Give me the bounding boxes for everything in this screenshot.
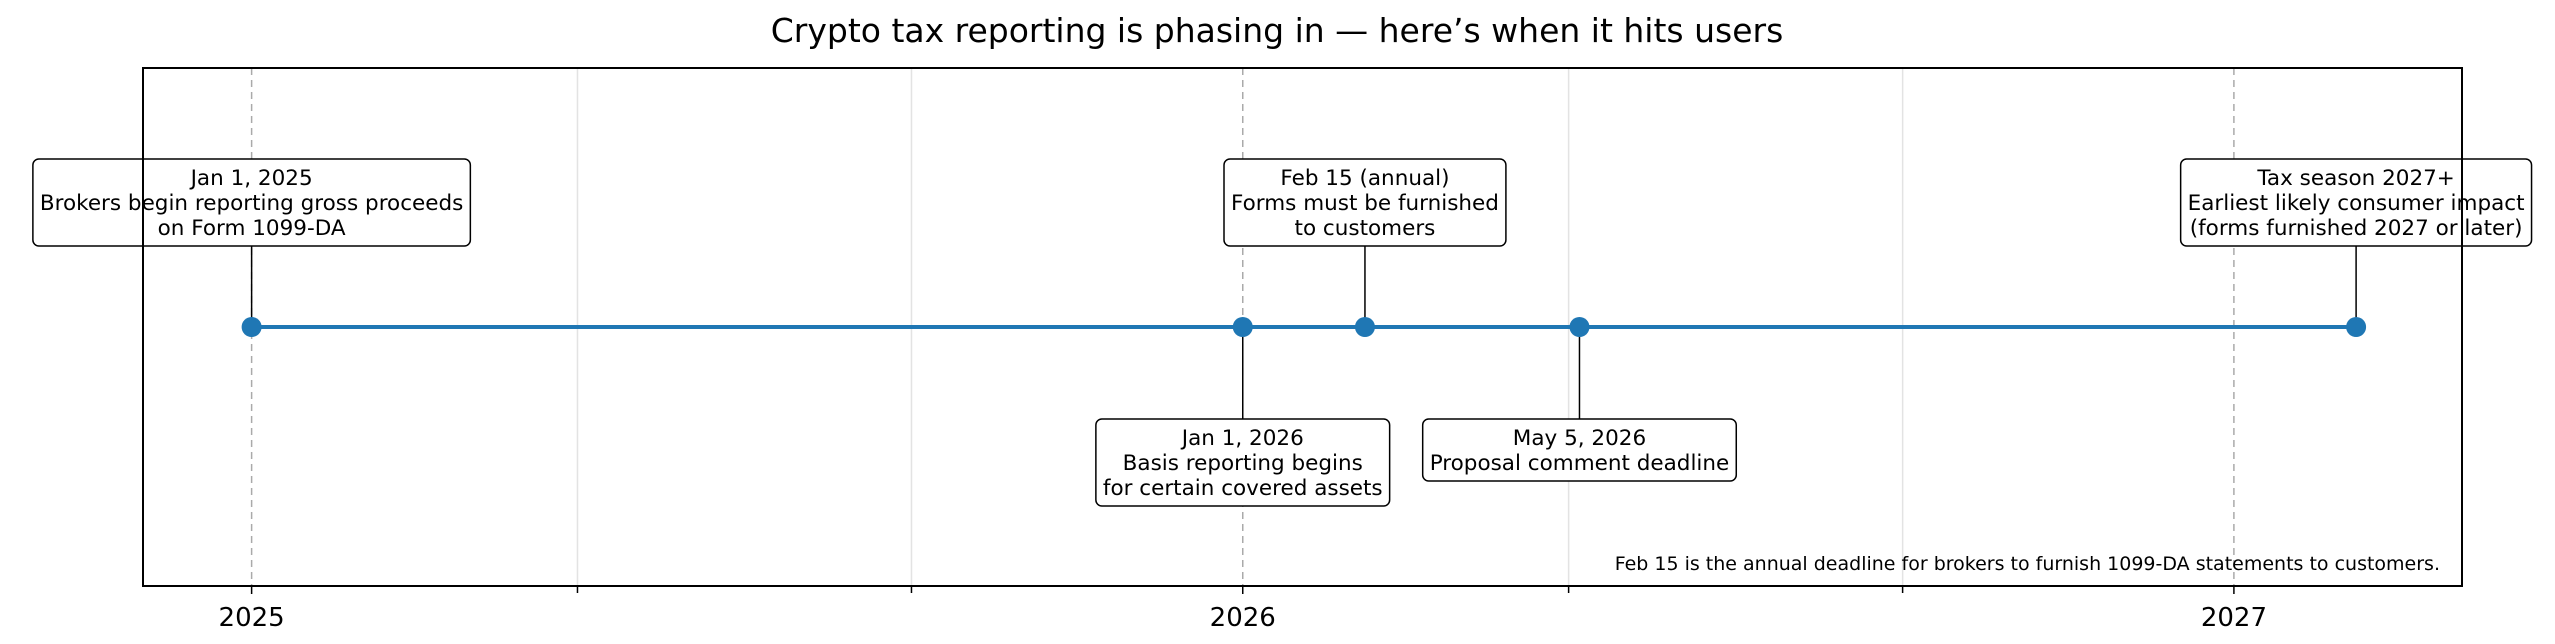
event-marker: Tax season 2027+Earliest likely consumer… (2179, 158, 2533, 337)
event-label-box (1223, 158, 1507, 247)
event-label-box (1095, 418, 1391, 507)
event-description: to customers (1295, 216, 1436, 241)
event-date: Tax season 2027+ (2256, 166, 2454, 191)
event-description: on Form 1099-DA (158, 216, 346, 241)
event-description: Earliest likely consumer impact (2188, 191, 2525, 216)
event-point (241, 317, 262, 337)
event-label-box (1421, 418, 1738, 482)
annotation-note: Feb 15 is the annual deadline for broker… (1615, 553, 2440, 575)
event-description: Basis reporting begins (1123, 451, 1363, 476)
event-description: Proposal comment deadline (1430, 451, 1730, 476)
event-description: (forms furnished 2027 or later) (2190, 216, 2523, 241)
event-description: Forms must be furnished (1231, 191, 1499, 216)
x-tick-label: 2026 (1210, 603, 1276, 633)
chart-title: Crypto tax reporting is phasing in — her… (771, 11, 1784, 50)
event-marker: Feb 15 (annual)Forms must be furnishedto… (1223, 158, 1507, 337)
x-tick-label: 2027 (2201, 603, 2267, 633)
event-date: Jan 1, 2025 (189, 166, 313, 191)
event-label-box (2179, 158, 2533, 247)
event-description: for certain covered assets (1103, 476, 1383, 501)
event-point (1354, 317, 1375, 337)
event-point (1569, 317, 1590, 337)
event-point (2346, 317, 2367, 337)
event-label: Tax season 2027+Earliest likely consumer… (2188, 166, 2525, 241)
event-date: Jan 1, 2026 (1180, 426, 1304, 451)
event-label: Feb 15 (annual)Forms must be furnishedto… (1231, 166, 1499, 241)
event-description: Brokers begin reporting gross proceeds (40, 191, 463, 216)
event-point (1232, 317, 1253, 337)
x-tick-label: 2025 (219, 603, 285, 633)
event-date: May 5, 2026 (1513, 426, 1646, 451)
plot-frame (142, 67, 2463, 587)
x-axis: 2025 2026 2027 (219, 586, 2267, 633)
event-date: Feb 15 (annual) (1280, 166, 1449, 191)
